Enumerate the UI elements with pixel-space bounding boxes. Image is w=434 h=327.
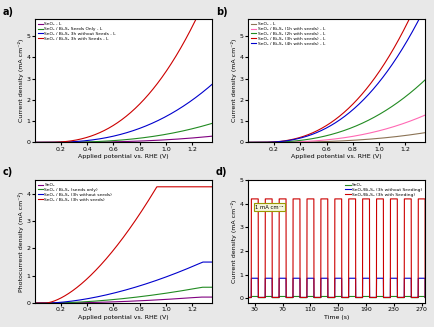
X-axis label: Time (s): Time (s) bbox=[323, 315, 349, 320]
Legend: SnO₂ - L, SnO₂ / Bi₂S₃ Seeds Only - L, SnO₂ / Bi₂S₃ 3h without Seeds - L, SnO₂ /: SnO₂ - L, SnO₂ / Bi₂S₃ Seeds Only - L, S… bbox=[36, 22, 117, 42]
Text: b): b) bbox=[215, 7, 227, 17]
Legend: SnO₂, SnO₂/Bi₂S₃ (3h without Seeding), SnO₂/Bi₂S₃ (3h with Seeding): SnO₂, SnO₂/Bi₂S₃ (3h without Seeding), S… bbox=[344, 182, 422, 198]
Text: d): d) bbox=[215, 167, 227, 178]
Y-axis label: Current density (mA cm⁻²): Current density (mA cm⁻²) bbox=[230, 39, 236, 123]
Legend: SnO₂, SnO₂ / Bi₂S₃ (seeds only), SnO₂ / Bi₂S₃ (3h without seeds), SnO₂ / Bi₂S₃ (: SnO₂, SnO₂ / Bi₂S₃ (seeds only), SnO₂ / … bbox=[36, 182, 113, 202]
X-axis label: Applied potential vs. RHE (V): Applied potential vs. RHE (V) bbox=[78, 315, 168, 320]
X-axis label: Applied potential vs. RHE (V): Applied potential vs. RHE (V) bbox=[290, 154, 381, 159]
Y-axis label: Current density (mA cm⁻²): Current density (mA cm⁻²) bbox=[17, 39, 23, 123]
Text: 1 mA cm⁻²: 1 mA cm⁻² bbox=[254, 205, 283, 210]
X-axis label: Applied potential vs. RHE (V): Applied potential vs. RHE (V) bbox=[78, 154, 168, 159]
Y-axis label: Photocurrent density (mA cm⁻²): Photocurrent density (mA cm⁻²) bbox=[17, 191, 23, 292]
Legend: SnO₂ - L, SnO₂ / Bi₂S₃ (1h with seeds) - L, SnO₂ / Bi₂S₃ (2h with seeds) - L, Sn: SnO₂ - L, SnO₂ / Bi₂S₃ (1h with seeds) -… bbox=[250, 22, 325, 46]
Text: a): a) bbox=[3, 7, 13, 17]
Text: c): c) bbox=[3, 167, 13, 178]
Y-axis label: Current density (mA cm⁻²): Current density (mA cm⁻²) bbox=[230, 200, 236, 283]
